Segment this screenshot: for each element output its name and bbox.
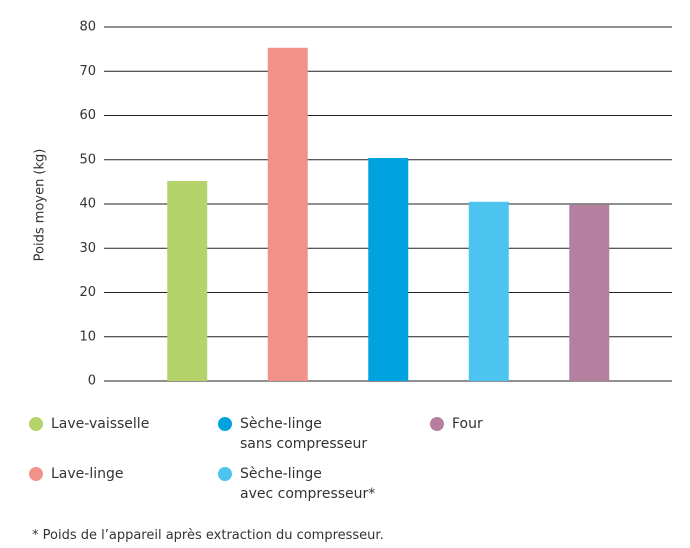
y-tick-label: 10 <box>79 329 96 344</box>
legend-swatch <box>218 467 232 481</box>
bar <box>167 180 208 381</box>
y-tick-label: 70 <box>79 64 96 79</box>
legend-swatch <box>29 417 43 431</box>
y-tick-label: 0 <box>88 374 96 389</box>
bar <box>569 204 610 381</box>
legend-label: Four <box>452 416 483 432</box>
legend-item: Sèche-linge sans compresseur <box>218 414 367 454</box>
legend-swatch <box>218 417 232 431</box>
legend-swatch <box>29 467 43 481</box>
legend-label: Sèche-linge avec compresseur* <box>240 466 376 502</box>
y-axis-label: Poids moyen (kg) <box>33 149 48 262</box>
chart: Poids moyen (kg) 0 10 20 30 40 50 60 70 80 <box>33 20 672 389</box>
legend-label: Lave-linge <box>51 466 124 482</box>
bar <box>368 157 409 381</box>
legend-item: Lave-vaisselle <box>29 414 149 434</box>
y-tick-label: 20 <box>79 285 96 300</box>
y-tick-label: 60 <box>79 108 96 123</box>
legend-item: Lave-linge <box>29 464 123 484</box>
y-tick-label: 30 <box>79 241 96 256</box>
footnote: * Poids de l’appareil après extraction d… <box>32 528 384 543</box>
y-tick-label: 80 <box>79 20 96 35</box>
legend-item: Four <box>430 414 483 434</box>
y-tick-label: 50 <box>79 152 96 167</box>
legend-item: Sèche-linge avec compresseur* <box>218 464 375 504</box>
bar <box>468 201 509 381</box>
legend-label: Sèche-linge sans compresseur <box>240 416 368 452</box>
bar <box>267 47 308 382</box>
y-tick-label: 40 <box>79 197 96 212</box>
legend-swatch <box>430 417 444 431</box>
legend-label: Lave-vaisselle <box>51 416 150 432</box>
